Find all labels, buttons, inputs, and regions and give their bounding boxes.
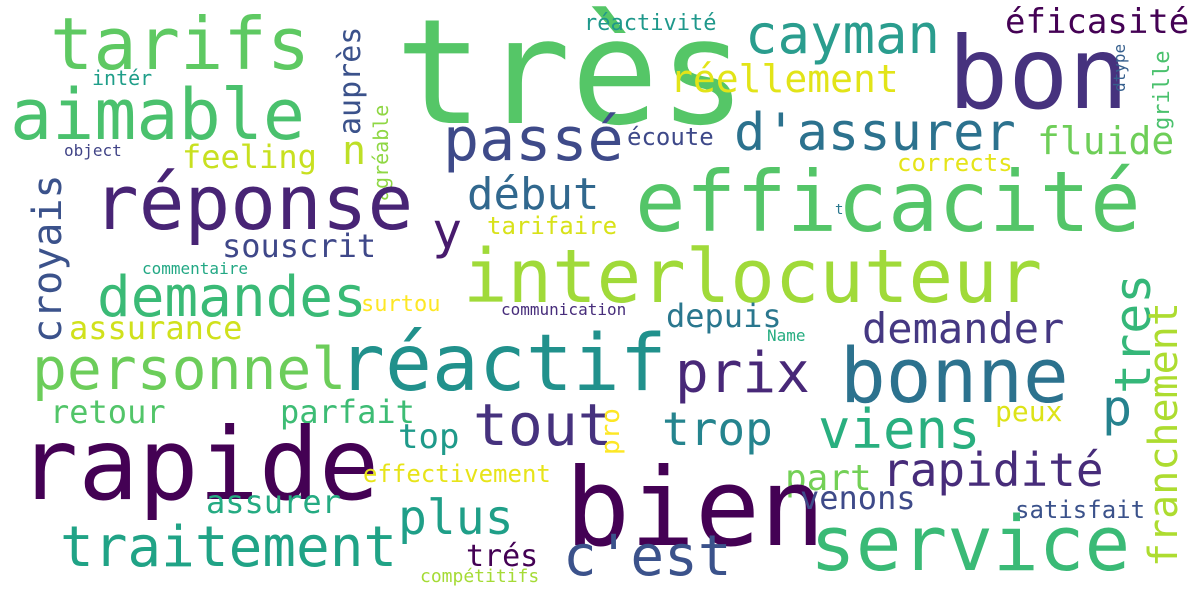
word-debut: début: [467, 169, 600, 220]
word-top: top: [398, 417, 460, 457]
word-reactivite: réactivité: [584, 11, 717, 36]
word-y: y: [432, 202, 463, 260]
word-cayman: cayman: [745, 3, 941, 66]
word-trop: trop: [662, 402, 773, 456]
word-demander: demander: [862, 304, 1065, 353]
word-franchement: franchement: [1141, 302, 1187, 567]
word-aupres: auprès: [333, 26, 368, 135]
word-demandes: demandes: [97, 265, 367, 330]
word-croyais: croyais: [25, 174, 71, 343]
word-viens: viens: [818, 398, 981, 461]
word-satisfait: satisfait: [1015, 496, 1146, 524]
word-aimable: aimable: [10, 74, 306, 156]
word-assurance: assurance: [69, 309, 243, 347]
word-bon: bon: [948, 15, 1129, 132]
word-corrects: corrects: [897, 149, 1013, 177]
word-dassurer: d'assurer: [734, 103, 1016, 163]
word-bien: bien: [565, 446, 826, 571]
word-ecoute: écoute: [627, 123, 714, 151]
word-fluide: fluide: [1037, 119, 1175, 163]
word-personnel: personnel: [32, 335, 347, 403]
word-interlocuteur: interlocuteur: [463, 234, 1043, 320]
word-venons: venons: [800, 479, 916, 517]
word-tarifaire: tarifaire: [487, 212, 618, 240]
word-commentaire: commentaire: [142, 259, 248, 278]
word-plus: plus: [398, 490, 514, 546]
word-parfait: parfait: [280, 393, 415, 431]
word-feeling: feeling: [182, 138, 317, 176]
word-n: n: [342, 128, 367, 174]
word-reellement: réellement: [670, 57, 899, 101]
word-cest: c'est: [563, 524, 732, 589]
word-tout: tout: [473, 391, 613, 459]
word-peux: peux: [995, 395, 1063, 428]
word-t: t: [835, 202, 844, 218]
word-tarifs: tarifs: [50, 2, 311, 86]
word-communication: communication: [501, 300, 627, 319]
word-efficacite: efficacité: [635, 153, 1141, 251]
word-object: object: [64, 141, 122, 160]
word-prix: prix: [675, 341, 810, 406]
word-eficasite: éficasité: [1005, 2, 1190, 42]
word-assurer: assurer: [206, 483, 341, 521]
word-depuis: depuis: [666, 297, 782, 335]
word-souscrit: souscrit: [222, 227, 377, 265]
word-name: Name: [767, 326, 806, 345]
word-dtype: dtype: [1110, 43, 1129, 92]
word-service: service: [810, 499, 1131, 588]
word-tres: très: [395, 0, 747, 158]
word-p: p: [1102, 379, 1133, 437]
word-surtou: surtou: [361, 292, 441, 317]
word-tres-3: trés: [466, 539, 539, 574]
word-reactif: réactif: [338, 319, 667, 409]
word-part: part: [785, 458, 872, 499]
word-reponse: réponse: [93, 158, 414, 247]
word-retour: retour: [50, 393, 166, 431]
word-passe: passé: [443, 105, 624, 175]
word-traitement: traitement: [60, 515, 398, 580]
word-effectivement: effectivement: [363, 460, 551, 488]
word-inter: intér: [92, 66, 153, 90]
word-bonne: bonne: [840, 331, 1069, 420]
word-rapidite: rapidité: [882, 443, 1104, 497]
word-competitifs: compétitifs: [420, 566, 540, 587]
word-rapide: rapide: [18, 406, 380, 523]
